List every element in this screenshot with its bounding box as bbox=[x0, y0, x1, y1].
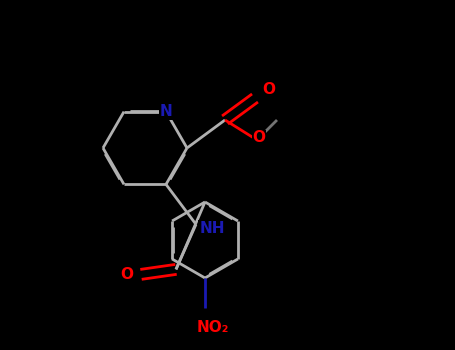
Text: NO₂: NO₂ bbox=[197, 321, 229, 336]
Text: N: N bbox=[160, 104, 172, 119]
Text: NH: NH bbox=[199, 221, 225, 236]
Text: O: O bbox=[263, 83, 275, 98]
Text: O: O bbox=[121, 267, 133, 282]
Text: O: O bbox=[253, 131, 266, 146]
